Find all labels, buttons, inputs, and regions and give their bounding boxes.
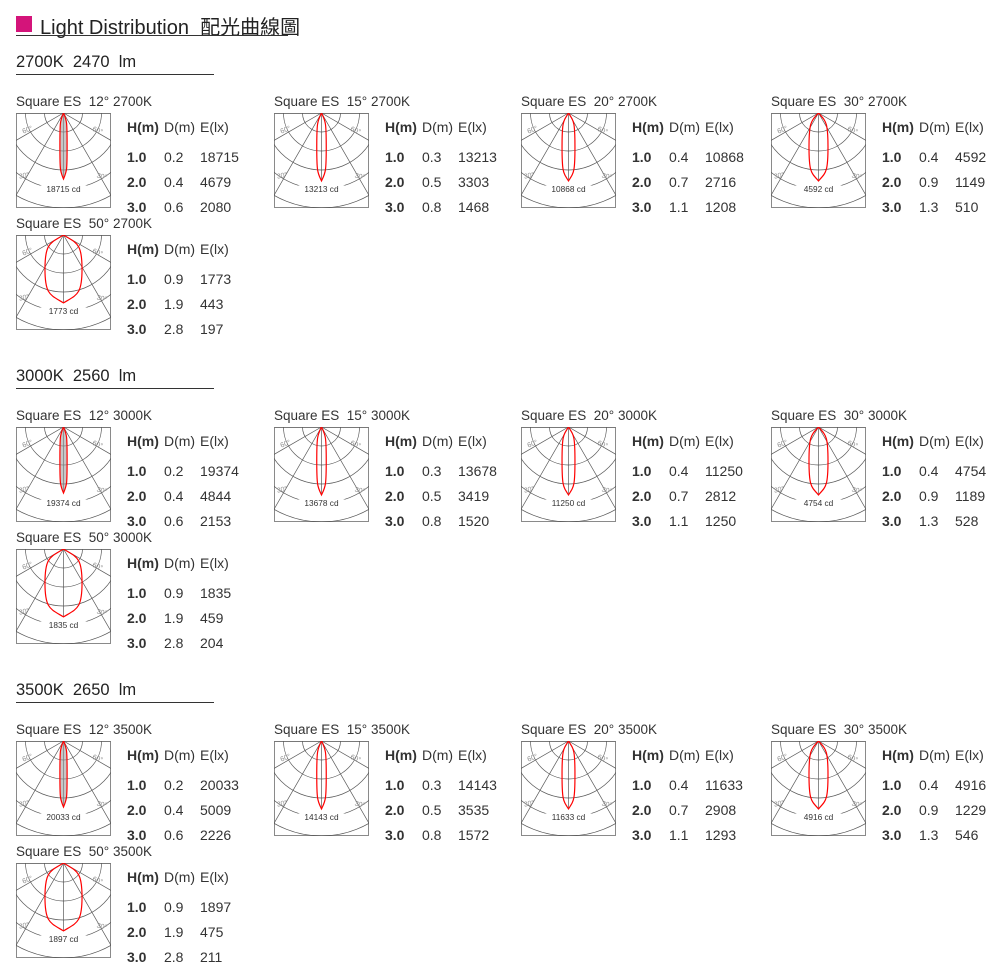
svg-text:11633 cd: 11633 cd bbox=[552, 812, 586, 822]
svg-text:4592 cd: 4592 cd bbox=[804, 184, 834, 194]
svg-text:10868 cd: 10868 cd bbox=[551, 184, 586, 194]
svg-text:1773 cd: 1773 cd bbox=[49, 306, 79, 316]
svg-text:20033 cd: 20033 cd bbox=[46, 812, 81, 822]
svg-text:4754 cd: 4754 cd bbox=[804, 498, 834, 508]
svg-text:14143 cd: 14143 cd bbox=[304, 812, 339, 822]
svg-text:1897 cd: 1897 cd bbox=[49, 934, 79, 944]
svg-text:18715 cd: 18715 cd bbox=[46, 184, 81, 194]
svg-text:13678 cd: 13678 cd bbox=[304, 498, 339, 508]
svg-text:19374 cd: 19374 cd bbox=[46, 498, 81, 508]
svg-text:4916 cd: 4916 cd bbox=[804, 812, 834, 822]
svg-text:13213 cd: 13213 cd bbox=[304, 184, 339, 194]
svg-text:11250 cd: 11250 cd bbox=[552, 498, 586, 508]
svg-text:1835 cd: 1835 cd bbox=[49, 620, 79, 630]
